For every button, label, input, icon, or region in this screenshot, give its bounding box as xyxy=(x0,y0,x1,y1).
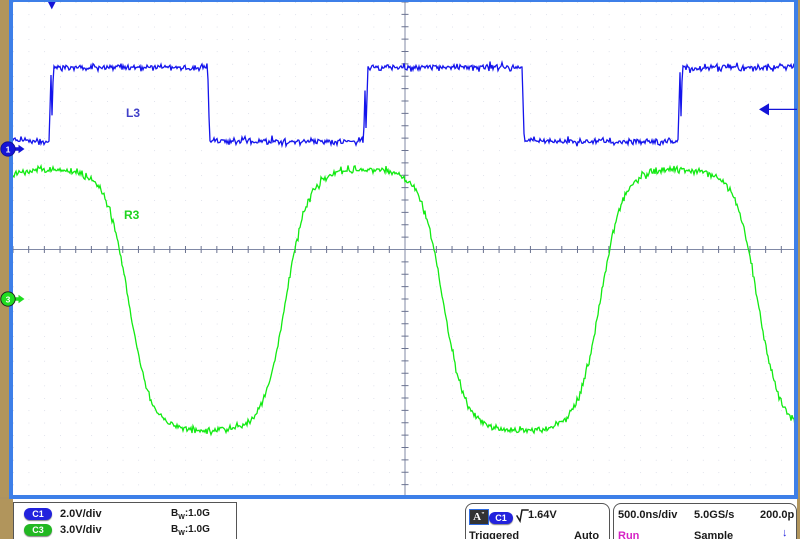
svg-text:1: 1 xyxy=(6,144,11,154)
svg-text:3: 3 xyxy=(6,294,11,304)
